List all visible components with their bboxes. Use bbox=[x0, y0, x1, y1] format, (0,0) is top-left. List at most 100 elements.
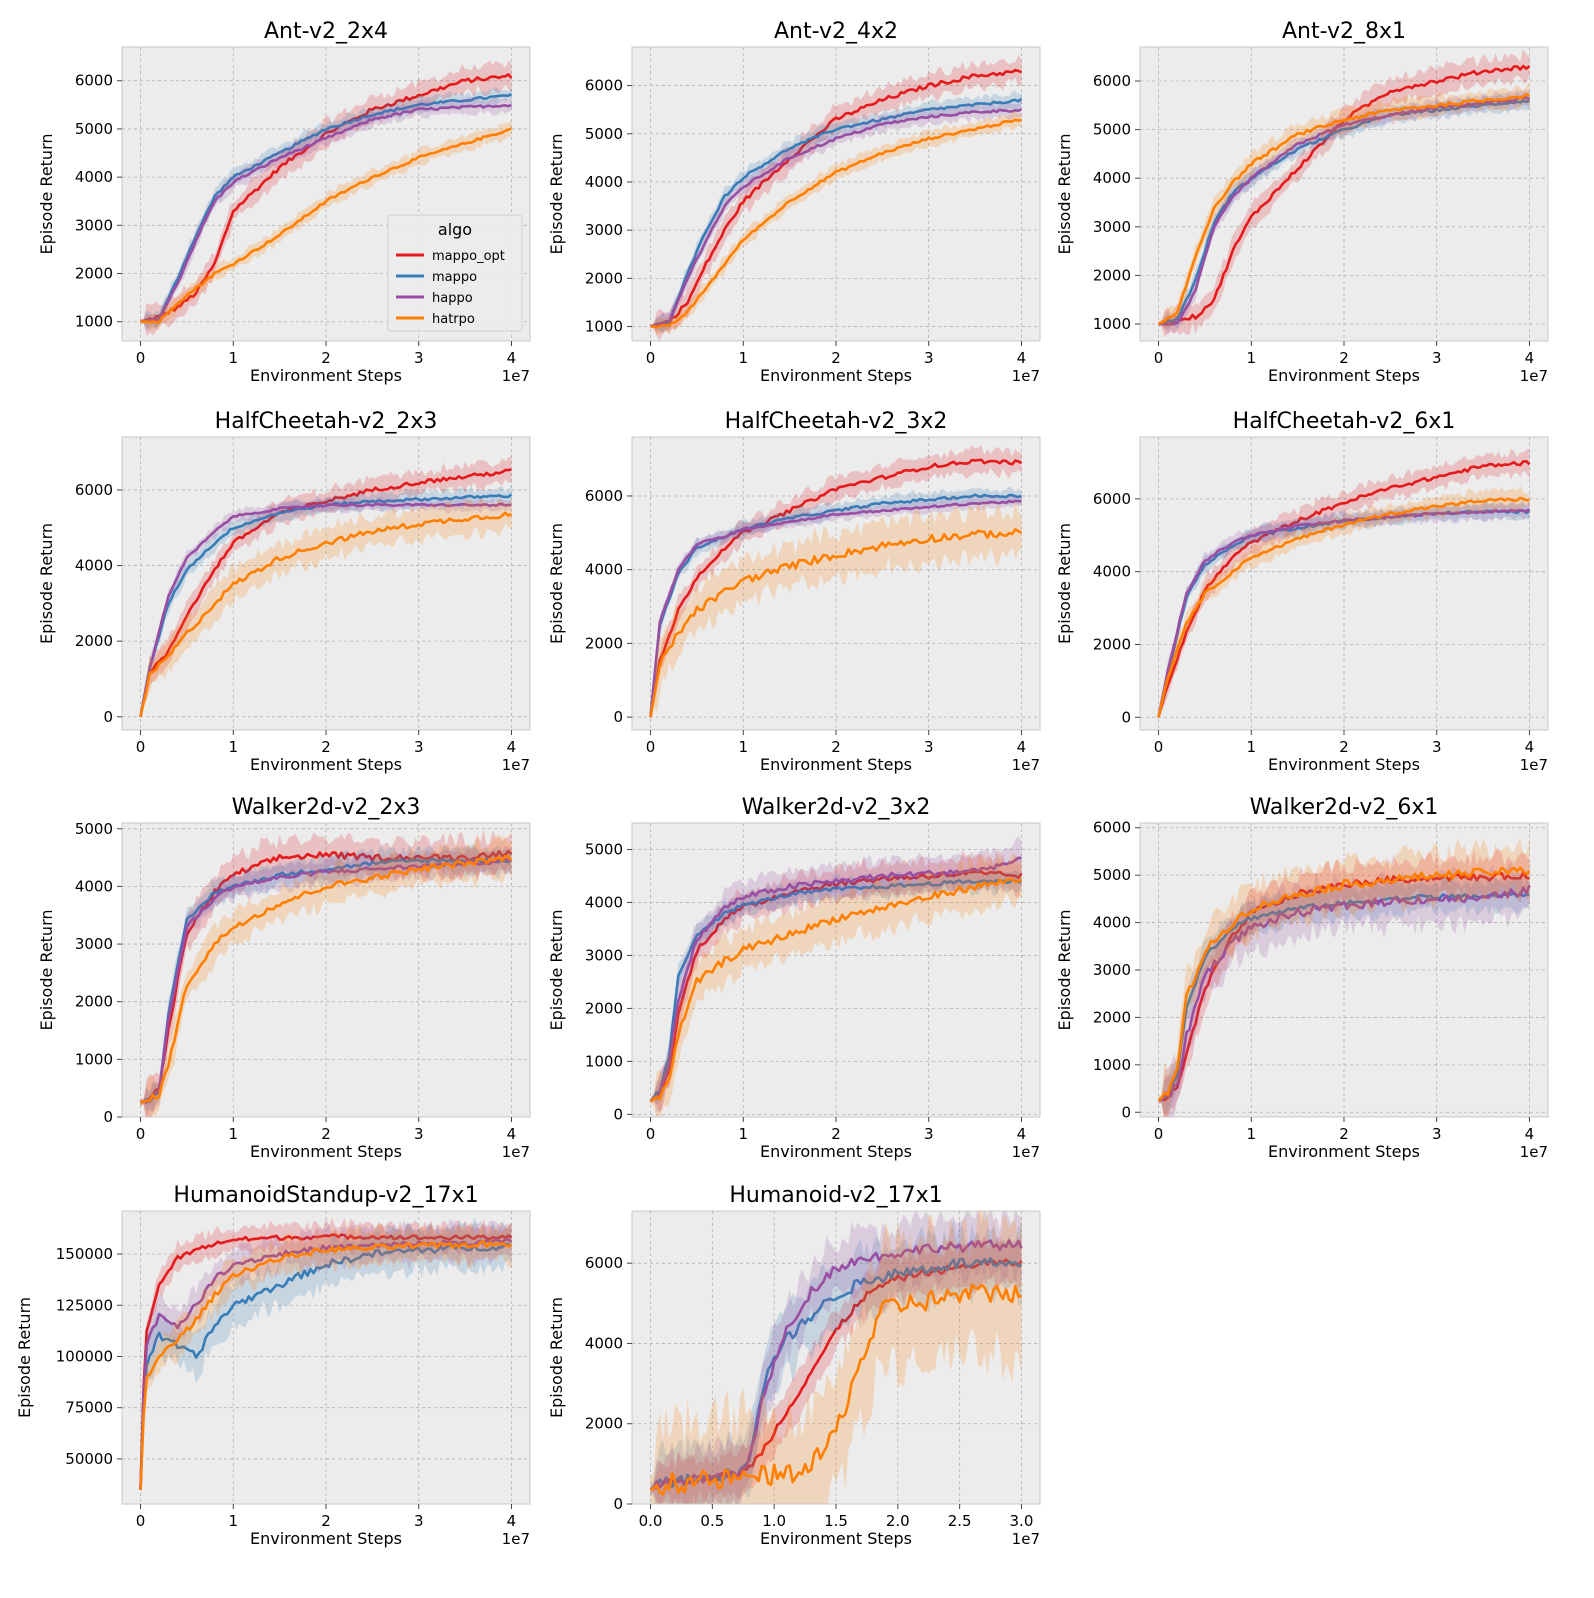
x-tick-label: 0 bbox=[136, 738, 146, 756]
series-line-happo bbox=[649, 856, 1022, 1103]
x-tick-label: 4 bbox=[1525, 1125, 1535, 1143]
x-tick-label: 0 bbox=[646, 349, 656, 367]
x-tick-label: 4 bbox=[507, 1512, 517, 1530]
series-band-happo bbox=[650, 836, 1022, 1113]
series-line-mappo bbox=[649, 878, 1022, 1102]
series-group bbox=[649, 836, 1023, 1117]
x-axis-label: Environment Steps bbox=[250, 755, 402, 774]
x-offset-label: 1e7 bbox=[502, 1143, 530, 1161]
y-tick-label: 2000 bbox=[1093, 635, 1131, 653]
series-group bbox=[649, 1211, 1023, 1504]
x-tick-label: 3 bbox=[1432, 738, 1442, 756]
y-tick-label: 6000 bbox=[1093, 819, 1131, 837]
series-line-happo bbox=[139, 502, 512, 718]
x-tick-label: 1 bbox=[228, 1512, 238, 1530]
y-tick-label: 2000 bbox=[585, 1415, 623, 1433]
y-tick-label: 6000 bbox=[1093, 72, 1131, 90]
series-line-happo bbox=[650, 107, 1023, 328]
y-tick-label: 4000 bbox=[1093, 563, 1131, 581]
y-tick-label: 0 bbox=[103, 1108, 113, 1126]
x-tick-label: 4 bbox=[1017, 349, 1027, 367]
x-tick-label: 4 bbox=[507, 1125, 517, 1143]
x-tick-label: 0 bbox=[1154, 349, 1164, 367]
x-tick-label: 3 bbox=[924, 1125, 934, 1143]
series-line-hatrpo bbox=[1157, 93, 1530, 326]
x-tick-label: 4 bbox=[507, 738, 517, 756]
x-tick-label: 4 bbox=[1017, 738, 1027, 756]
panel-title: Walker2d-v2_6x1 bbox=[1250, 795, 1439, 820]
series-band-happo bbox=[140, 844, 512, 1117]
x-offset-label: 1e7 bbox=[1520, 1143, 1548, 1161]
series-line-happo bbox=[1158, 96, 1531, 326]
panel-title: Walker2d-v2_2x3 bbox=[232, 795, 421, 820]
y-tick-label: 150000 bbox=[56, 1245, 113, 1263]
x-tick-label: 2 bbox=[321, 1512, 331, 1530]
series-line-mappo_opt bbox=[650, 68, 1022, 328]
series-line-happo bbox=[1158, 884, 1531, 1102]
x-tick-label: 1 bbox=[228, 1125, 238, 1143]
y-tick-label: 1000 bbox=[75, 1050, 113, 1068]
y-tick-label: 2000 bbox=[585, 634, 623, 652]
y-axis-label: Episode Return bbox=[37, 909, 56, 1030]
x-tick-label: 1 bbox=[1246, 1125, 1256, 1143]
x-offset-label: 1e7 bbox=[502, 1530, 530, 1548]
series-group bbox=[139, 1216, 513, 1494]
y-tick-label: 5000 bbox=[585, 125, 623, 143]
y-tick-label: 4000 bbox=[75, 168, 113, 186]
y-axis-label: Episode Return bbox=[37, 523, 56, 644]
series-line-mappo bbox=[649, 1257, 1023, 1492]
x-axis-label: Environment Steps bbox=[250, 1529, 402, 1548]
x-axis-label: Environment Steps bbox=[760, 755, 912, 774]
x-tick-label: 1.5 bbox=[824, 1512, 848, 1530]
panel-title: Ant-v2_8x1 bbox=[1282, 19, 1406, 44]
legend-label-happo: happo bbox=[432, 291, 473, 306]
x-tick-label: 1 bbox=[1246, 738, 1256, 756]
y-tick-label: 2000 bbox=[585, 269, 623, 287]
x-axis-label: Environment Steps bbox=[1268, 755, 1420, 774]
series-band-mappo_opt bbox=[650, 850, 1022, 1113]
y-tick-label: 3000 bbox=[1093, 218, 1131, 236]
series-line-hatrpo bbox=[139, 1240, 513, 1490]
x-offset-label: 1e7 bbox=[1520, 367, 1548, 385]
legend-box bbox=[387, 214, 523, 332]
series-band-mappo_opt bbox=[140, 60, 512, 337]
series-band-mappo_opt bbox=[1158, 848, 1530, 1117]
y-tick-label: 6000 bbox=[585, 487, 623, 505]
y-tick-label: 3000 bbox=[1093, 961, 1131, 979]
y-tick-label: 0 bbox=[1121, 708, 1131, 726]
x-axis-label: Environment Steps bbox=[760, 1142, 912, 1161]
series-band-happo bbox=[1158, 499, 1530, 720]
x-tick-label: 1.0 bbox=[762, 1512, 786, 1530]
panel-title: Ant-v2_2x4 bbox=[264, 19, 388, 44]
legend-label-mappo_opt: mappo_opt bbox=[432, 249, 505, 264]
x-tick-label: 2 bbox=[321, 1125, 331, 1143]
chart-panel-10: 0 1 2 3 4 50000 75000 100000 125000 150000 Humanoi… bbox=[15, 1183, 531, 1548]
x-tick-label: 4 bbox=[507, 349, 517, 367]
y-tick-label: 2000 bbox=[585, 999, 623, 1017]
legend-title: algo bbox=[438, 220, 472, 239]
series-group bbox=[1157, 448, 1531, 720]
x-tick-label: 3 bbox=[924, 738, 934, 756]
series-line-happo bbox=[649, 1239, 1023, 1492]
y-tick-label: 3000 bbox=[585, 946, 623, 964]
y-axis-label: Episode Return bbox=[1055, 133, 1074, 254]
y-tick-label: 5000 bbox=[75, 120, 113, 138]
y-tick-label: 6000 bbox=[585, 1254, 623, 1272]
x-tick-label: 1 bbox=[1246, 349, 1256, 367]
y-tick-label: 4000 bbox=[585, 1334, 623, 1352]
series-line-hatrpo bbox=[140, 854, 513, 1104]
y-tick-label: 6000 bbox=[75, 72, 113, 90]
x-tick-label: 1 bbox=[738, 349, 748, 367]
series-band-hatrpo bbox=[650, 499, 1022, 722]
x-tick-label: 0 bbox=[136, 349, 146, 367]
x-axis-label: Environment Steps bbox=[1268, 366, 1420, 385]
series-group bbox=[139, 455, 513, 721]
series-line-mappo bbox=[649, 493, 1022, 718]
y-axis-label: Episode Return bbox=[547, 1297, 566, 1418]
panel-title: Ant-v2_4x2 bbox=[774, 19, 898, 44]
series-band-mappo bbox=[1158, 875, 1530, 1114]
x-tick-label: 3 bbox=[414, 1512, 424, 1530]
x-tick-label: 4 bbox=[1525, 738, 1535, 756]
x-tick-label: 3 bbox=[414, 1125, 424, 1143]
